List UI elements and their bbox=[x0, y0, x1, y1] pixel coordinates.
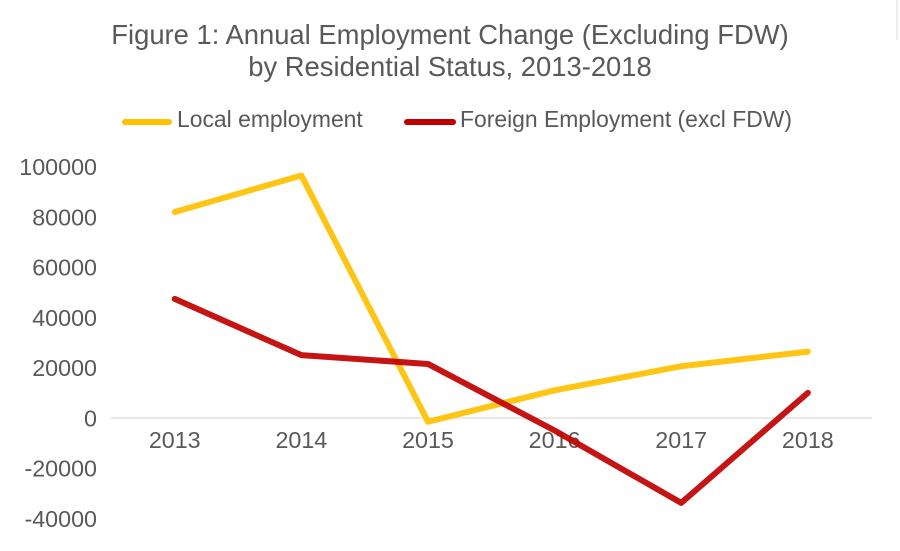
svg-text:2013: 2013 bbox=[149, 427, 201, 453]
svg-text:2014: 2014 bbox=[275, 427, 327, 453]
svg-text:40000: 40000 bbox=[32, 305, 97, 331]
svg-text:0: 0 bbox=[84, 405, 97, 431]
svg-text:60000: 60000 bbox=[32, 255, 97, 281]
svg-text:100000: 100000 bbox=[19, 154, 97, 180]
svg-text:80000: 80000 bbox=[32, 204, 97, 230]
svg-text:2015: 2015 bbox=[402, 427, 454, 453]
svg-text:-40000: -40000 bbox=[24, 506, 97, 532]
svg-text:-20000: -20000 bbox=[24, 456, 97, 482]
svg-text:20000: 20000 bbox=[32, 355, 97, 381]
svg-text:2017: 2017 bbox=[655, 427, 707, 453]
svg-text:2018: 2018 bbox=[782, 427, 834, 453]
